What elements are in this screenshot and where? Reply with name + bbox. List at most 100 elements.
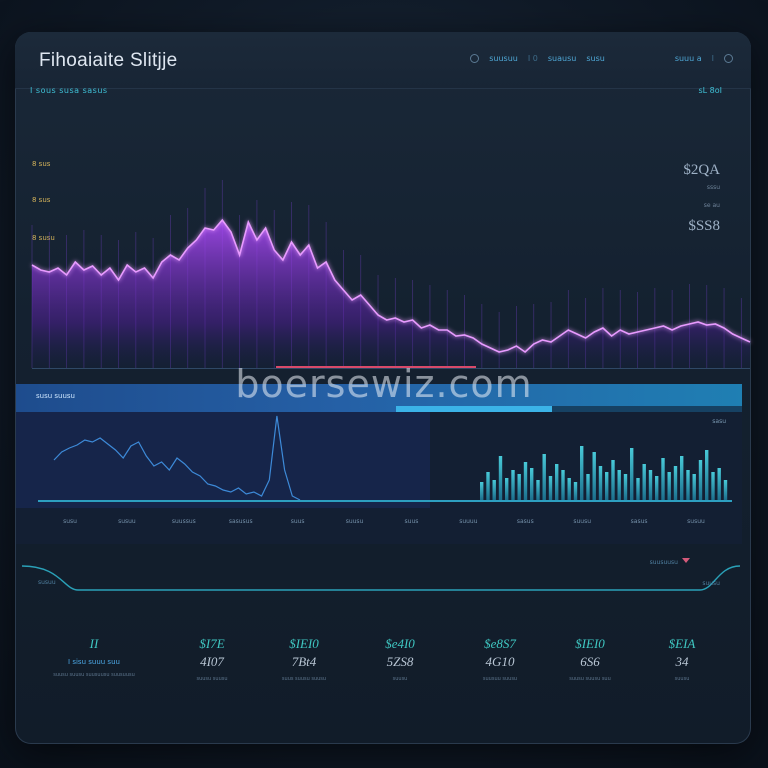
bar <box>611 460 615 500</box>
bar <box>505 478 509 500</box>
bar <box>517 474 521 500</box>
range-panel: susuu suusuusu suusu <box>16 552 736 602</box>
bar <box>530 468 534 500</box>
bar <box>617 470 621 500</box>
bar <box>661 458 665 500</box>
area-baseline-red <box>276 366 476 368</box>
bar <box>667 472 671 500</box>
bar <box>536 480 540 500</box>
stat-secondary: 5ZS8 <box>386 654 414 669</box>
bar <box>555 464 559 500</box>
bar <box>486 472 490 500</box>
x-axis-label: suusu <box>345 518 364 525</box>
bar-panel-caption: sasu <box>712 418 726 425</box>
bar <box>498 456 503 500</box>
bar <box>592 452 596 500</box>
y-tick-1: 8 sus <box>32 160 51 168</box>
bar <box>717 468 721 500</box>
bar-panel-label: susu suusu <box>36 392 75 400</box>
stat-caption: suusuu suusu <box>482 676 518 682</box>
main-chart-header: I sous susa sasus <box>30 86 108 95</box>
area-baseline <box>32 368 750 369</box>
x-axis-label: susu <box>63 518 77 525</box>
bar <box>480 482 484 500</box>
stat-item: $IEI0 7Bt4 suus suusu suusu <box>282 636 326 682</box>
bar <box>648 470 653 500</box>
x-axis-label: sasusus <box>228 518 253 525</box>
bar-baseline <box>38 500 732 502</box>
bar <box>567 478 571 500</box>
bar <box>561 470 565 500</box>
bar <box>630 448 634 500</box>
x-axis-label: suus <box>290 518 305 525</box>
stat-secondary: 7Bt4 <box>291 654 317 669</box>
stat-value: $e4I0 <box>385 636 415 651</box>
settings-icon[interactable] <box>724 54 733 63</box>
bar-panel-background <box>16 412 742 544</box>
bar <box>623 474 628 500</box>
line-series <box>53 415 301 501</box>
bar-panel-header: susu suusu <box>16 384 742 412</box>
nav-item-2[interactable]: I 0 <box>527 54 538 63</box>
stat-item: $e8S7 4G10 suusuu suusu <box>483 636 517 682</box>
bar <box>573 482 578 500</box>
range-left-label: susuu <box>38 579 56 586</box>
x-axis-label: suuuu <box>459 518 478 525</box>
range-select[interactable]: suusuusu <box>649 559 678 566</box>
nav-item-6[interactable]: I <box>711 54 714 63</box>
bar <box>686 470 690 500</box>
stat-secondary: I sisu suuu suu <box>68 658 120 666</box>
x-axis-label: sasus <box>630 518 648 525</box>
range-right-label: suusu <box>702 580 720 587</box>
nav-item-4[interactable]: susu <box>586 54 605 63</box>
bar <box>542 454 546 500</box>
app-title: Fihoaiaite Slitjje <box>39 50 178 71</box>
bar <box>586 474 590 500</box>
bar <box>523 462 528 500</box>
stat-value: $e8S7 <box>484 636 516 651</box>
nav-item-3[interactable]: suausu <box>547 54 577 63</box>
stats-row: II I sisu suuu suu suusu suusu suusuusu su… <box>24 636 744 696</box>
search-icon[interactable] <box>470 54 480 63</box>
bar <box>548 476 553 500</box>
bar <box>580 446 584 500</box>
chevron-down-icon[interactable] <box>682 558 690 563</box>
title-bar: Fihoaiaite Slitjje suusuu I 0 suausu sus… <box>15 32 751 89</box>
bar-panel-progress-fill <box>396 406 552 412</box>
bar <box>642 464 646 500</box>
nav-item-1[interactable]: suusuu <box>489 54 518 63</box>
bar <box>598 466 603 500</box>
bar-panel-progress[interactable] <box>396 406 742 412</box>
range-curve[interactable] <box>21 565 741 591</box>
stat-caption: suusu <box>392 676 408 682</box>
main-caption-1: sssu <box>706 184 720 191</box>
stat-value: $IEI0 <box>289 636 319 651</box>
main-caption-2: se au <box>703 202 720 209</box>
stat-value: $EIA <box>668 636 696 651</box>
stat-caption: suusu <box>674 676 690 682</box>
x-axis-label: sasus <box>516 518 534 525</box>
nav-item-5[interactable]: suuu a <box>674 54 702 63</box>
main-value-1: $2QA <box>683 162 720 178</box>
stat-secondary: 4I07 <box>200 654 224 669</box>
stat-caption: suusu suusu suusuusu suusuusu <box>53 672 135 678</box>
area-fill <box>32 220 750 368</box>
x-axis-label: suussus <box>171 518 196 525</box>
stat-value: II <box>89 636 99 651</box>
stat-value: $I7E <box>199 636 225 651</box>
bar <box>723 480 728 500</box>
bar <box>680 456 684 500</box>
bar-series <box>480 446 728 500</box>
stat-caption: suusu suusu suu <box>569 676 611 682</box>
stat-item: II I sisu suuu suu suusu suusu suusuusu su… <box>53 636 135 678</box>
bar-panel: susu suusu sasu susu susuu suussus sasusus s… <box>16 384 742 544</box>
stat-item: $IEI0 6S6 suusu suusu suu <box>569 636 611 682</box>
bar <box>655 476 659 500</box>
stat-item: $EIA 34 suusu <box>669 636 696 682</box>
bar <box>636 478 640 500</box>
x-axis-label: suus <box>404 518 419 525</box>
x-axis-label: suusu <box>573 518 592 525</box>
y-tick-3: 8 susu <box>32 234 55 242</box>
main-chart-panel: I sous susa sasus sL 8oI 8 sus 8 sus 8 s… <box>16 66 736 366</box>
